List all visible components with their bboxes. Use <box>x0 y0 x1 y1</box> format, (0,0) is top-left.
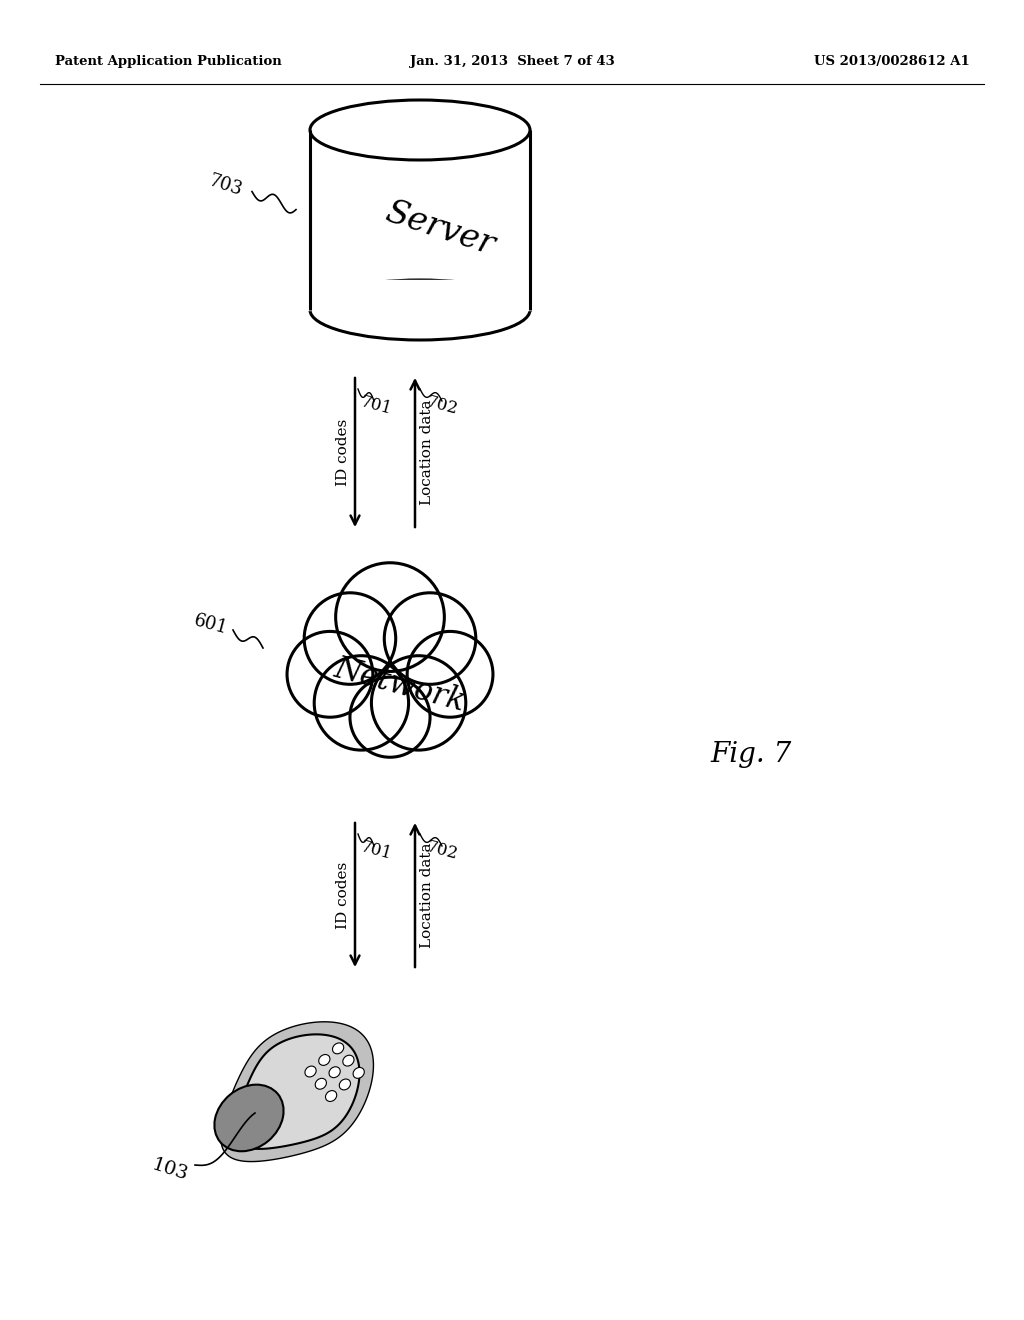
Ellipse shape <box>350 677 430 758</box>
Ellipse shape <box>305 1067 316 1077</box>
Text: 703: 703 <box>207 172 245 199</box>
Ellipse shape <box>372 656 466 750</box>
Text: Network: Network <box>331 652 469 717</box>
Polygon shape <box>221 1022 374 1162</box>
Ellipse shape <box>353 1068 365 1078</box>
Text: ID codes: ID codes <box>336 862 350 929</box>
Text: 601: 601 <box>193 612 230 638</box>
Ellipse shape <box>214 1085 284 1151</box>
Text: ID codes: ID codes <box>336 418 350 486</box>
Ellipse shape <box>343 1055 354 1067</box>
Ellipse shape <box>326 1090 337 1101</box>
Text: Location data: Location data <box>420 842 434 948</box>
Text: Jan. 31, 2013  Sheet 7 of 43: Jan. 31, 2013 Sheet 7 of 43 <box>410 55 614 69</box>
Text: 103: 103 <box>150 1156 190 1184</box>
Text: Location data: Location data <box>420 400 434 506</box>
Text: 701: 701 <box>359 393 394 417</box>
Ellipse shape <box>339 1078 350 1090</box>
Ellipse shape <box>336 562 444 672</box>
Text: US 2013/0028612 A1: US 2013/0028612 A1 <box>814 55 970 69</box>
Ellipse shape <box>329 1067 340 1077</box>
Ellipse shape <box>304 593 395 684</box>
Text: Fig. 7: Fig. 7 <box>710 742 792 768</box>
Text: 702: 702 <box>425 838 460 863</box>
Ellipse shape <box>287 631 373 717</box>
Text: 701: 701 <box>359 838 394 863</box>
Ellipse shape <box>384 593 476 684</box>
Ellipse shape <box>408 631 493 717</box>
Polygon shape <box>234 1035 359 1148</box>
Ellipse shape <box>333 1043 344 1053</box>
Ellipse shape <box>314 656 409 750</box>
Ellipse shape <box>318 1055 330 1065</box>
Text: Patent Application Publication: Patent Application Publication <box>55 55 282 69</box>
Text: Server: Server <box>381 197 499 261</box>
Ellipse shape <box>310 100 530 160</box>
Ellipse shape <box>315 1078 327 1089</box>
Text: 702: 702 <box>425 393 460 417</box>
